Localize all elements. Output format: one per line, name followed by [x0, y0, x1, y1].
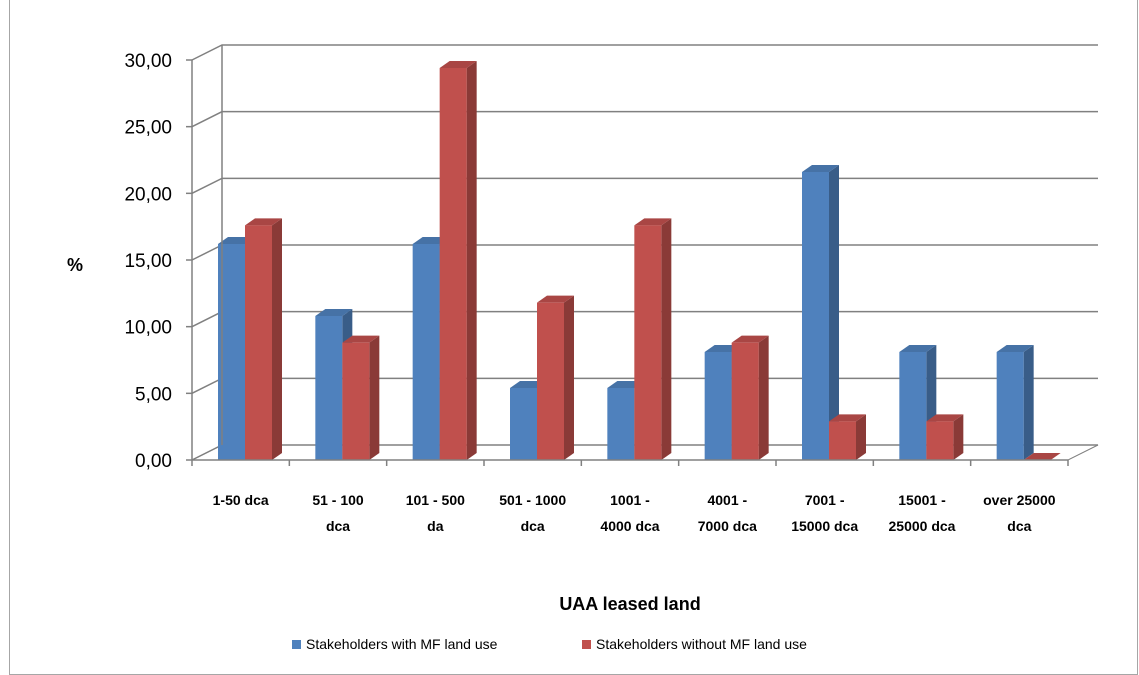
legend: Stakeholders with MF land use Stakeholde… [292, 636, 807, 652]
bar-side [369, 335, 380, 460]
x-tick-label: 7001 - [805, 492, 845, 508]
bar-top [315, 309, 353, 316]
bar-front [899, 352, 927, 460]
x-tick-label: 7000 dca [698, 518, 757, 534]
bar-side [661, 218, 672, 460]
bar-side [829, 165, 839, 460]
bar-with-mf [802, 165, 839, 460]
bar-side [272, 218, 282, 460]
y-axis-title: % [67, 255, 83, 275]
bar-top [245, 218, 282, 226]
bar-front [996, 352, 1024, 460]
bar-top [634, 218, 672, 226]
bar-with-mf [996, 345, 1034, 460]
bar-front [802, 172, 829, 460]
bar-front [829, 421, 856, 460]
bar-without-mf [926, 414, 964, 460]
bar-front [315, 316, 343, 460]
bar-top [1023, 453, 1061, 460]
bar-top [926, 414, 964, 422]
x-tick-label: 1001 - [610, 492, 650, 508]
bar-side [1023, 345, 1034, 460]
bar-front [537, 302, 564, 460]
bar-without-mf [731, 335, 769, 460]
bar-without-mf [634, 218, 672, 460]
bar-side [466, 61, 477, 460]
y-tick-labels: 0,00 5,00 10,00 15,00 20,00 25,00 30,00 [124, 51, 172, 472]
bar-without-mf [829, 414, 866, 460]
y-tick-label: 30,00 [124, 51, 172, 72]
y-tick-label: 0,00 [135, 451, 172, 472]
bar-without-mf [537, 295, 574, 460]
bar-without-mf [1023, 453, 1061, 460]
x-tick-label: dca [326, 518, 350, 534]
axes [186, 45, 1069, 466]
x-tick-label: 51 - 100 [312, 492, 364, 508]
x-axis-title: UAA leased land [559, 594, 700, 614]
y-tick-label: 10,00 [124, 318, 172, 339]
bar-front [510, 388, 537, 460]
bar-side [856, 414, 866, 460]
x-tick-label: dca [521, 518, 545, 534]
y-tick-label: 20,00 [124, 184, 172, 205]
x-tick-label: da [427, 518, 444, 534]
bar-front [412, 244, 440, 460]
gridline [191, 177, 1098, 195]
x-tick-label: dca [1007, 518, 1031, 534]
bar-top [802, 165, 839, 172]
bar-front [245, 225, 272, 460]
bar-top [996, 345, 1034, 352]
gridline [191, 110, 1098, 128]
x-tick-label: 4000 dca [600, 518, 659, 534]
bar-top [439, 61, 477, 68]
bar-front [607, 388, 635, 460]
y-tick-label: 25,00 [124, 118, 172, 139]
bar-without-mf [439, 61, 477, 460]
bar-front [634, 225, 662, 460]
x-tick-label: 15000 dca [791, 518, 858, 534]
legend-swatch-with-mf [292, 640, 301, 649]
gridline [191, 44, 1098, 61]
bar-front [926, 421, 954, 460]
bar-top [342, 335, 380, 343]
bar-front [704, 352, 732, 460]
bar-side [758, 335, 769, 460]
bar-front [342, 342, 370, 460]
x-tick-label: 1-50 dca [213, 492, 269, 508]
bar-top [899, 345, 937, 352]
x-tick-labels: 1-50 dca 51 - 100 dca 101 - 500 da 501 - 1000… [213, 492, 1056, 534]
x-tick-label: 501 - 1000 [499, 492, 566, 508]
bar-top [829, 414, 866, 422]
x-tick-label: 4001 - [707, 492, 747, 508]
x-tick-label: 15001 - [898, 492, 946, 508]
bar-top [537, 295, 574, 303]
bars [218, 61, 1061, 460]
bar-without-mf [245, 218, 282, 460]
x-tick-label: 25000 dca [889, 518, 956, 534]
bar-without-mf [342, 335, 380, 460]
bar-front [439, 68, 467, 460]
x-tick-label: 101 - 500 [406, 492, 465, 508]
y-tick-label: 5,00 [135, 384, 172, 405]
x-tick-label: over 25000 [983, 492, 1056, 508]
bar-top [731, 335, 769, 343]
bar-side [953, 414, 964, 460]
legend-label-without-mf: Stakeholders without MF land use [596, 636, 807, 652]
bar-front [731, 342, 759, 460]
legend-label-with-mf: Stakeholders with MF land use [306, 636, 498, 652]
legend-swatch-without-mf [582, 640, 591, 649]
y-tick-label: 15,00 [124, 251, 172, 272]
bar-side [564, 295, 574, 460]
